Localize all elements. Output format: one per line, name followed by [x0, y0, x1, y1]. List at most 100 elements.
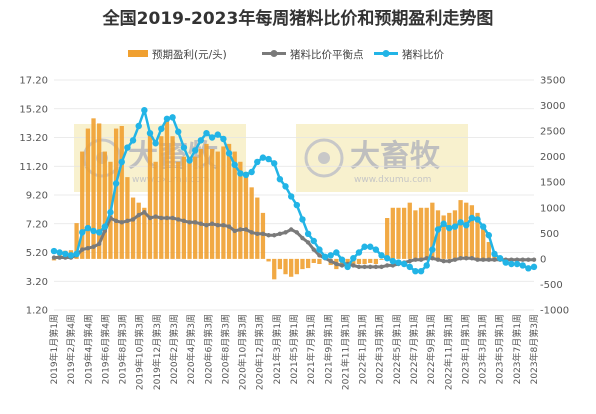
profit-bar [164, 118, 170, 259]
x-tick-label: 2019年1月第1周 [48, 314, 60, 384]
breakeven-point [164, 215, 170, 221]
ratio-point [417, 267, 425, 275]
breakeven-point [277, 231, 283, 237]
breakeven-point [311, 247, 316, 252]
x-tick-label: 2023年7月第1周 [511, 314, 523, 384]
ratio-point [203, 129, 210, 137]
profit-bar [373, 258, 379, 264]
profit-bar [368, 258, 373, 263]
breakeven-point [232, 228, 237, 234]
breakeven-point [243, 227, 249, 232]
x-tick-label: 2019年6月第4周 [99, 314, 111, 384]
breakeven-point [531, 257, 537, 262]
x-tick-label: 2021年5月第1周 [288, 314, 300, 384]
breakeven-point [334, 261, 339, 267]
ratio-point [175, 128, 182, 135]
ratio-point [525, 265, 532, 272]
breakeven-point [492, 257, 497, 262]
ratio-point [220, 135, 227, 143]
ratio-point [254, 158, 261, 166]
ratio-point [169, 114, 176, 121]
ratio-point [259, 154, 267, 161]
breakeven-point [294, 230, 300, 235]
ratio-point [344, 263, 351, 271]
ratio-point [197, 137, 205, 144]
ratio-point [355, 249, 363, 256]
left-tick-label: 13.20 [19, 133, 48, 144]
profit-bar [294, 258, 299, 275]
profit-bar [362, 258, 367, 264]
ratio-point [135, 122, 142, 130]
ratio-point [158, 125, 165, 133]
ratio-point [293, 201, 301, 209]
breakeven-point [170, 215, 175, 221]
chart-title: 全国2019-2023年每周猪料比价和预期盈利走势图 [102, 8, 494, 29]
right-tick-label: 1000 [540, 203, 565, 214]
profit-bar [266, 258, 271, 262]
breakeven-point [96, 241, 102, 247]
profit-bar [413, 210, 418, 259]
x-tick-label: 2019年12月第3周 [151, 314, 163, 390]
right-tick-label: 2000 [540, 152, 565, 163]
ratio-point [378, 252, 385, 259]
x-tick-label: 2022年9月第1周 [425, 314, 437, 384]
ratio-point [62, 250, 69, 258]
profit-bar [187, 156, 192, 259]
ratio-point [73, 250, 80, 258]
ratio-point [90, 227, 97, 235]
breakeven-point [356, 264, 362, 270]
profit-bar [317, 258, 322, 264]
ratio-point [152, 140, 159, 147]
ratio-point [141, 106, 148, 114]
ratio-point [186, 157, 193, 164]
breakeven-point [119, 220, 124, 225]
ratio-point [508, 260, 515, 268]
breakeven-point [204, 222, 209, 228]
breakeven-point [266, 233, 271, 238]
profit-bar [356, 258, 362, 264]
x-tick-label: 2023年5月第1周 [494, 314, 506, 384]
ratio-point [265, 155, 272, 163]
legend-swatch-bar [128, 50, 148, 57]
watermark-right-text: 大畜牧 [350, 139, 441, 174]
profit-bar [385, 218, 390, 259]
breakeven-point [305, 240, 311, 245]
x-tick-label: 2020年10月第3周 [237, 314, 249, 390]
ratio-point [502, 259, 509, 266]
ratio-point [118, 158, 125, 166]
profit-bar [209, 149, 215, 259]
profit-bar [407, 202, 412, 259]
x-tick-label: 2022年3月第1周 [374, 314, 386, 384]
ratio-point [67, 252, 75, 259]
breakeven-point [520, 257, 525, 262]
ratio-point [491, 250, 498, 258]
left-tick-label: 17.20 [19, 76, 48, 87]
ratio-point [400, 260, 408, 268]
x-tick-label: 2020年6月第3周 [202, 314, 214, 384]
x-tick-label: 2021年3月第1周 [271, 314, 283, 384]
ratio-point [101, 223, 109, 230]
ratio-point [372, 246, 380, 253]
x-tick-label: 2021年11月第1周 [339, 314, 351, 390]
profit-bar [215, 151, 220, 259]
breakeven-point [147, 215, 153, 221]
profit-bar [379, 258, 384, 260]
profit-bar [351, 258, 356, 266]
x-tick-label: 2021年7月第1周 [305, 314, 317, 384]
profit-bar [119, 126, 124, 259]
legend-label: 猪料比价 [402, 48, 444, 61]
legend: 预期盈利(元/头) 猪料比价平衡点 猪料比价 [128, 48, 444, 61]
legend-label: 猪料比价平衡点 [290, 48, 364, 61]
watermark-right-sub: www.dxumu.com [354, 175, 431, 185]
profit-bar [243, 172, 249, 259]
profit-bar [204, 143, 209, 259]
legend-swatch-marker [270, 50, 278, 57]
breakeven-point [80, 247, 85, 252]
breakeven-point [390, 263, 396, 268]
breakeven-point [486, 257, 492, 262]
breakeven-point [260, 231, 266, 237]
profit-bar [97, 123, 102, 259]
profit-bar [130, 197, 136, 259]
right-tick-label: -1000 [540, 306, 569, 317]
breakeven-point [418, 257, 424, 262]
